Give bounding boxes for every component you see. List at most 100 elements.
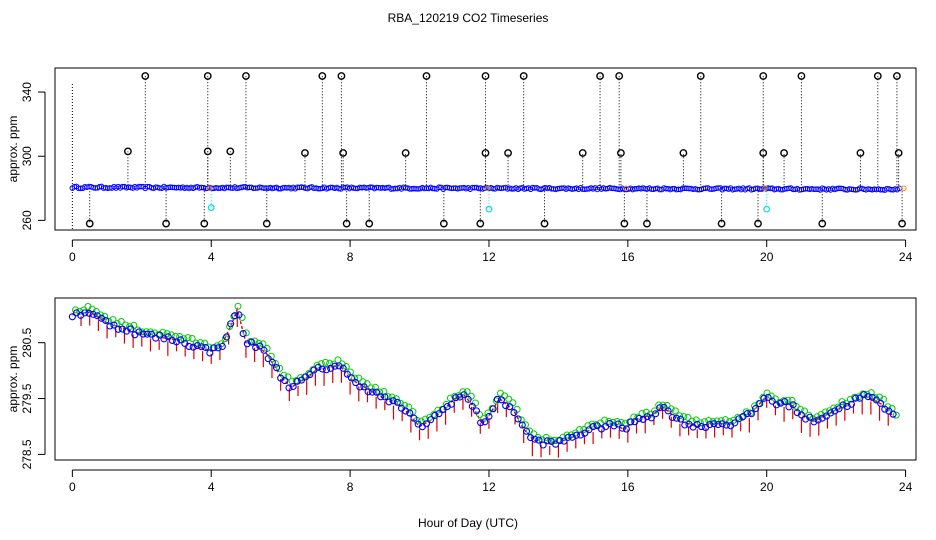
smoothed-green-point <box>846 395 854 403</box>
smoothed-blue-point <box>97 314 106 322</box>
raw-outlier-point <box>337 72 346 80</box>
smoothed-blue-point <box>218 342 226 351</box>
smoothed-blue-point <box>231 312 239 320</box>
smoothed-blue-point <box>772 401 780 409</box>
raw-x-tick-label: 16 <box>621 250 635 264</box>
smoothed-blue-point <box>147 330 156 338</box>
smoothed-blue-point <box>856 394 864 402</box>
smoothed-blue-point <box>477 419 485 427</box>
raw-cyan-point <box>485 205 493 213</box>
raw-outlier-point <box>203 72 212 80</box>
smoothed-blue-point <box>518 421 526 429</box>
raw-x-tick-label: 8 <box>347 250 354 264</box>
smoothed-blue-point <box>677 415 685 423</box>
smoothed-blue-point <box>539 441 547 449</box>
raw-outlier-point <box>696 72 705 80</box>
smoothed-blue-point <box>385 398 393 406</box>
smoothed-green-point <box>351 374 359 382</box>
smoothed-blue-point <box>610 422 618 430</box>
smoothed-blue-point <box>743 410 751 418</box>
smoothed-blue-point <box>839 401 847 409</box>
smoothed-blue-point <box>535 436 543 444</box>
smoothed-blue-point <box>322 366 331 374</box>
smoothed-green-point <box>184 334 192 342</box>
smoothed-blue-point <box>756 400 764 408</box>
smoothed-green-point <box>388 393 396 401</box>
smoothed-blue-point <box>485 412 493 420</box>
raw-orange-point <box>901 185 907 192</box>
smoothed-blue-point <box>318 365 326 373</box>
raw-outlier-point <box>85 219 94 228</box>
smoothed-blue-point <box>239 330 247 338</box>
raw-marks <box>69 72 907 230</box>
smoothed-green-point <box>580 426 588 434</box>
smoothed-blue-point <box>360 383 368 391</box>
smoothed-green-point <box>451 392 459 400</box>
smoothed-green-point <box>163 330 171 338</box>
smoothed-blue-point <box>814 416 822 424</box>
smoothed-green-point <box>830 404 838 412</box>
smoothed-blue-point <box>656 404 664 412</box>
smoothed-blue-point <box>527 434 535 442</box>
smoothed-blue-point <box>377 393 385 401</box>
raw-outlier-point <box>643 219 651 228</box>
smoothed-green-point <box>421 415 429 423</box>
raw-outlier-point <box>856 149 865 157</box>
smoothed-green-point <box>242 329 250 337</box>
smoothed-blue-point <box>431 411 439 420</box>
raw-outlier-point <box>717 219 726 228</box>
raw-outlier-point <box>893 72 901 80</box>
smoothed-green-point <box>96 311 104 319</box>
smoothed-green-point <box>521 421 529 429</box>
raw-outlier-point <box>439 219 448 228</box>
raw-outlier-point <box>519 72 528 80</box>
smoothed-blue-point <box>722 421 730 429</box>
raw-outlier-point <box>203 147 212 156</box>
smoothed-green-point <box>180 335 188 343</box>
smoothed-blue-point <box>185 342 193 351</box>
raw-outlier-point <box>759 149 768 157</box>
smoothed-x-tick-label: 12 <box>482 480 496 494</box>
raw-outlier-point <box>797 72 806 80</box>
smoothed-blue-point <box>781 398 789 406</box>
smoothed-blue-point <box>718 420 726 428</box>
smoothed-blue-point <box>497 396 506 404</box>
smoothed-blue-point <box>764 393 772 401</box>
smoothed-green-point <box>738 414 746 422</box>
smoothed-blue-point <box>489 405 497 413</box>
smoothed-green-point <box>492 397 500 405</box>
smoothed-blue-point <box>197 343 206 351</box>
smoothed-blue-point <box>714 420 722 429</box>
smoothed-blue-point <box>81 309 89 317</box>
raw-outlier-point <box>898 219 907 228</box>
smoothed-blue-point <box>706 421 714 429</box>
raw-orange-point <box>762 185 768 192</box>
smoothed-blue-point <box>210 344 218 352</box>
smoothed-blue-point <box>672 414 680 422</box>
smoothed-blue-point <box>810 418 818 426</box>
smoothed-blue-point <box>68 313 76 321</box>
smoothed-blue-point <box>635 414 643 423</box>
smoothed-green-point <box>396 399 404 407</box>
smoothed-green-point <box>821 408 829 416</box>
raw-cyan-point <box>763 205 771 213</box>
smoothed-marks <box>68 302 900 458</box>
smoothed-x-tick-label: 8 <box>347 480 354 494</box>
raw-orange-point <box>206 185 213 192</box>
smoothed-blue-point <box>356 383 364 391</box>
smoothed-blue-point <box>452 394 460 402</box>
smoothed-axes: 0 4 8 12 16 20 24 278.5 279.5 280.5 <box>20 327 913 494</box>
smoothed-blue-point <box>797 411 805 419</box>
smoothed-blue-point <box>768 397 776 405</box>
smoothed-blue-point <box>806 413 814 421</box>
smoothed-green-point <box>484 409 492 417</box>
raw-outlier-point <box>540 219 549 228</box>
smoothed-green-point <box>459 388 467 396</box>
raw-outlier-point <box>141 72 150 80</box>
smoothed-x-tick-label: 16 <box>621 480 635 494</box>
raw-outlier-point <box>162 219 170 228</box>
smoothed-blue-point <box>852 394 860 402</box>
smoothed-green-point <box>601 416 609 424</box>
smoothed-blue-point <box>327 364 335 372</box>
